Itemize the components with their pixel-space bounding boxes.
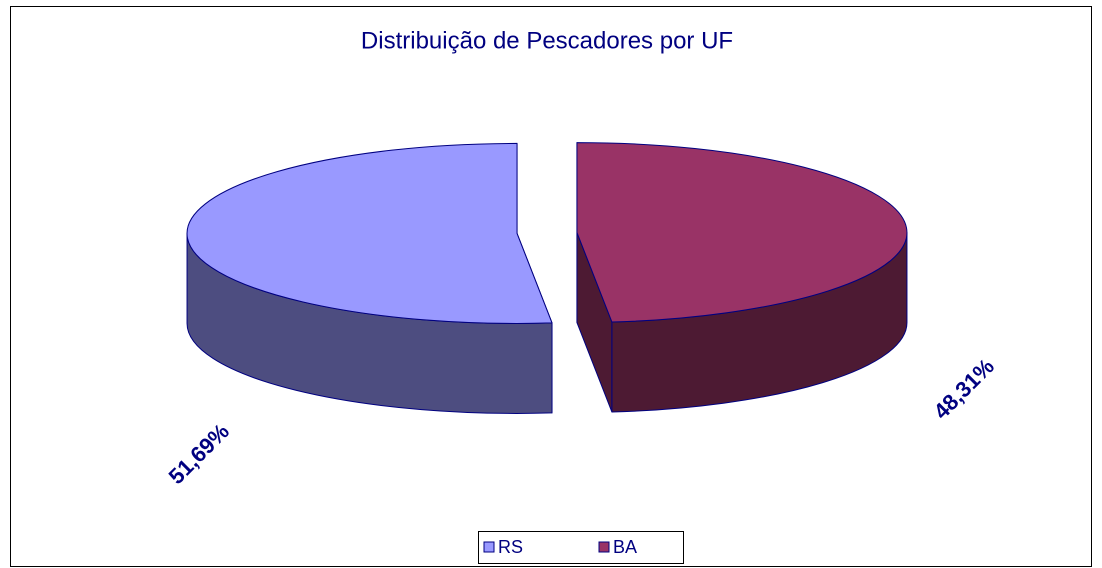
legend-box <box>478 531 684 564</box>
legend-label: RS <box>498 537 523 557</box>
chart-title: Distribuição de Pescadores por UF <box>361 27 733 54</box>
pie-slice <box>186 142 553 324</box>
legend-swatch <box>483 541 495 553</box>
chart-border <box>10 6 1092 567</box>
pie-slice <box>576 142 908 323</box>
legend-label: BA <box>613 537 637 557</box>
legend-swatch <box>598 541 610 553</box>
